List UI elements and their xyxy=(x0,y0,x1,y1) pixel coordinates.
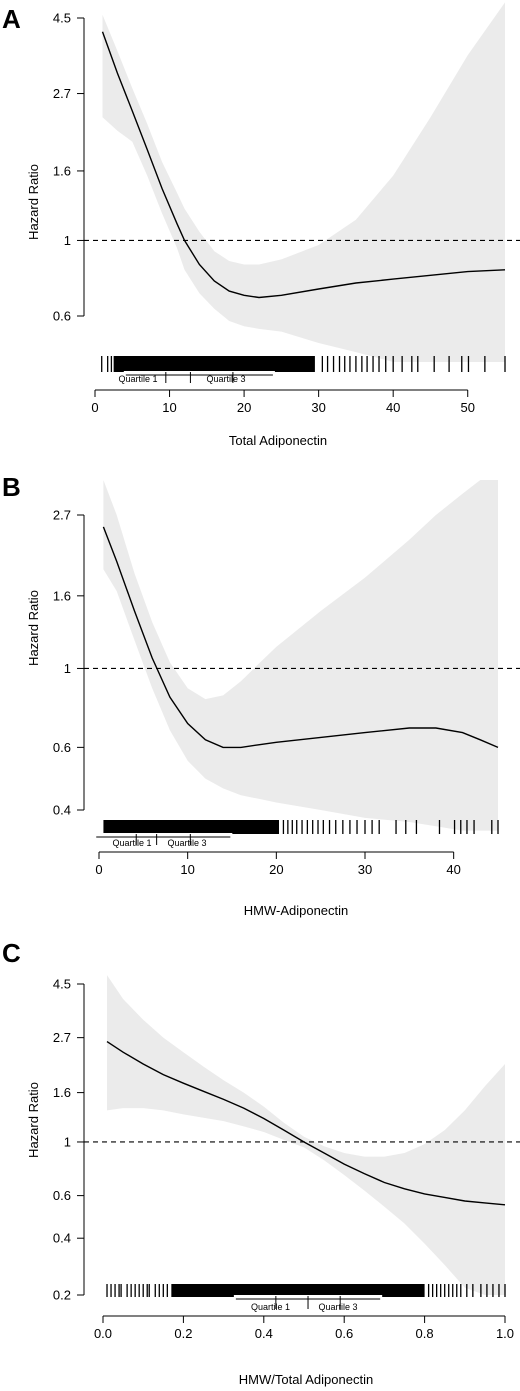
hazard-ratio-curve xyxy=(106,1041,506,1206)
y-tick-label: 4.5 xyxy=(53,11,71,26)
panel-c: 0.2 0.4 0.6 1 1.6 2.7 4.5 0.0 0.2 0.4 0.6 0.8 1.0 C Ha… xyxy=(2,938,520,1387)
x-axis-title: Total Adiponectin xyxy=(229,433,327,448)
y-tick-label: 0.6 xyxy=(53,1188,71,1203)
confidence-band xyxy=(102,2,505,363)
x-tick-label: 0.0 xyxy=(94,1326,112,1341)
x-tick-label: 50 xyxy=(460,400,474,415)
y-tick-label: 1.6 xyxy=(53,163,71,178)
y-axis-title: Hazard Ratio xyxy=(26,590,41,666)
y-tick-label: 1.6 xyxy=(53,588,71,603)
x-tick-label: 0.2 xyxy=(174,1326,192,1341)
y-tick-label: 0.6 xyxy=(53,740,71,755)
y-axis-title: Hazard Ratio xyxy=(26,164,41,240)
x-tick-label: 40 xyxy=(446,862,460,877)
y-tick-label: 0.2 xyxy=(53,1288,71,1303)
y-tick-label: 0.6 xyxy=(53,309,71,324)
rug-dense-block xyxy=(103,820,279,834)
y-tick-label: 4.5 xyxy=(53,977,71,992)
y-tick-label: 1 xyxy=(64,661,71,676)
y-axis-title: Hazard Ratio xyxy=(26,1082,41,1158)
x-axis-title: HMW/Total Adiponectin xyxy=(239,1372,373,1387)
x-tick-label: 30 xyxy=(311,400,325,415)
x-tick-label: 20 xyxy=(237,400,251,415)
y-tick-label: 0.4 xyxy=(53,1231,71,1246)
x-tick-label: 30 xyxy=(358,862,372,877)
panel-b: 0.4 0.6 1 1.6 2.7 0 10 20 30 40 B Hazard Ratio HMW-A… xyxy=(2,472,520,918)
quartile-3-label: Quartile 3 xyxy=(206,374,245,384)
quartile-1-label: Quartile 1 xyxy=(112,838,151,848)
y-tick-label: 2.7 xyxy=(53,508,71,523)
x-axis-title: HMW-Adiponectin xyxy=(244,903,349,918)
rug-dense-block xyxy=(113,356,315,372)
confidence-band xyxy=(103,480,499,831)
quartile-1-label: Quartile 1 xyxy=(118,374,157,384)
y-tick-label: 0.4 xyxy=(53,803,71,818)
x-tick-label: 20 xyxy=(269,862,283,877)
quartile-1-label: Quartile 1 xyxy=(251,1302,290,1312)
rug-dense-block xyxy=(171,1284,425,1297)
quartile-3-label: Quartile 3 xyxy=(318,1302,357,1312)
y-tick-label: 1 xyxy=(64,1134,71,1149)
x-tick-label: 10 xyxy=(162,400,176,415)
x-tick-label: 10 xyxy=(180,862,194,877)
hazard-ratio-curve xyxy=(102,526,499,749)
panel-a: 0.6 1 1.6 2.7 4.5 0 10 20 30 40 50 A Hazard Ratio Tot… xyxy=(2,2,520,448)
x-tick-label: 0.6 xyxy=(335,1326,353,1341)
y-tick-label: 2.7 xyxy=(53,1030,71,1045)
x-tick-label: 0.8 xyxy=(416,1326,434,1341)
x-tick-label: 0 xyxy=(91,400,98,415)
confidence-band xyxy=(107,975,505,1295)
x-tick-label: 0.4 xyxy=(255,1326,273,1341)
x-tick-label: 0 xyxy=(95,862,102,877)
quartile-3-label: Quartile 3 xyxy=(167,838,206,848)
hazard-ratio-curve xyxy=(101,31,506,299)
panel-letter: C xyxy=(2,938,21,968)
x-tick-label: 40 xyxy=(386,400,400,415)
y-tick-label: 1 xyxy=(64,233,71,248)
panel-letter: B xyxy=(2,472,21,502)
y-tick-label: 1.6 xyxy=(53,1085,71,1100)
x-tick-label: 1.0 xyxy=(496,1326,514,1341)
panel-letter: A xyxy=(2,4,21,34)
y-tick-label: 2.7 xyxy=(53,86,71,101)
